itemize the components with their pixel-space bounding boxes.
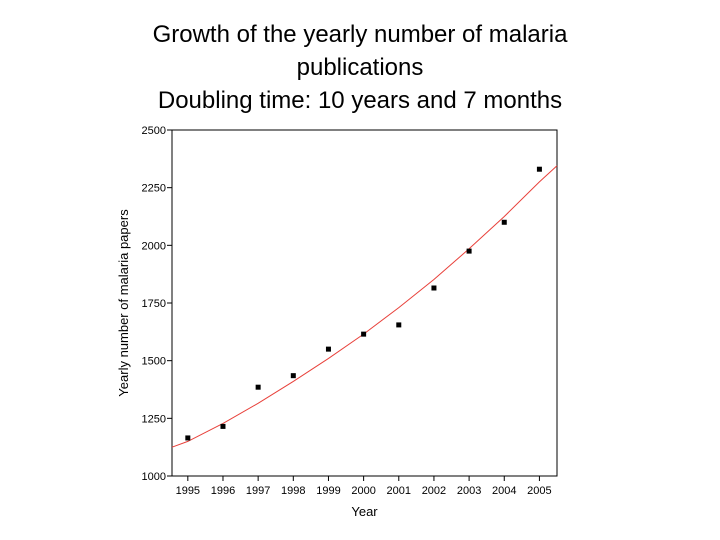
y-tick-label: 1750 [142,298,166,310]
data-point [536,166,542,172]
data-point [431,285,437,291]
plot-frame [171,129,558,477]
data-point [396,322,402,328]
y-tick-label: 2250 [142,183,166,195]
data-point [361,331,367,337]
data-point [501,219,507,225]
y-axis-label: Yearly number of malaria papers [116,209,131,397]
x-axis-label: Year [351,504,378,519]
y-tick-label: 1000 [142,471,166,483]
data-point [220,423,226,429]
x-tick-label: 1999 [316,485,340,497]
fit-curve [171,165,558,448]
x-tick-label: 1995 [176,485,200,497]
data-point [325,346,331,352]
x-tick-label: 1998 [281,485,305,497]
y-tick-label: 1250 [142,413,166,425]
x-tick-label: 2003 [457,485,481,497]
y-tick-label: 2500 [142,125,166,137]
title-line-3: Doubling time: 10 years and 7 months [157,87,563,114]
title-line-2: publications [296,54,424,81]
y-tick-label: 2000 [142,240,166,252]
x-tick-label: 1997 [246,485,270,497]
title-line-1: Growth of the yearly number of malaria [152,21,568,48]
x-tick-label: 1996 [211,485,235,497]
data-point [290,373,296,379]
x-tick-label: 2000 [351,485,375,497]
data-point [466,248,472,254]
x-tick-label: 2005 [527,485,551,497]
x-tick-label: 2004 [492,485,516,497]
x-tick-label: 2001 [387,485,411,497]
x-tick-label: 2002 [422,485,446,497]
data-point [185,435,191,441]
data-point [255,384,261,390]
y-tick-label: 1500 [142,356,166,368]
slide-title: Growth of the yearly number of malaria p… [0,18,720,117]
